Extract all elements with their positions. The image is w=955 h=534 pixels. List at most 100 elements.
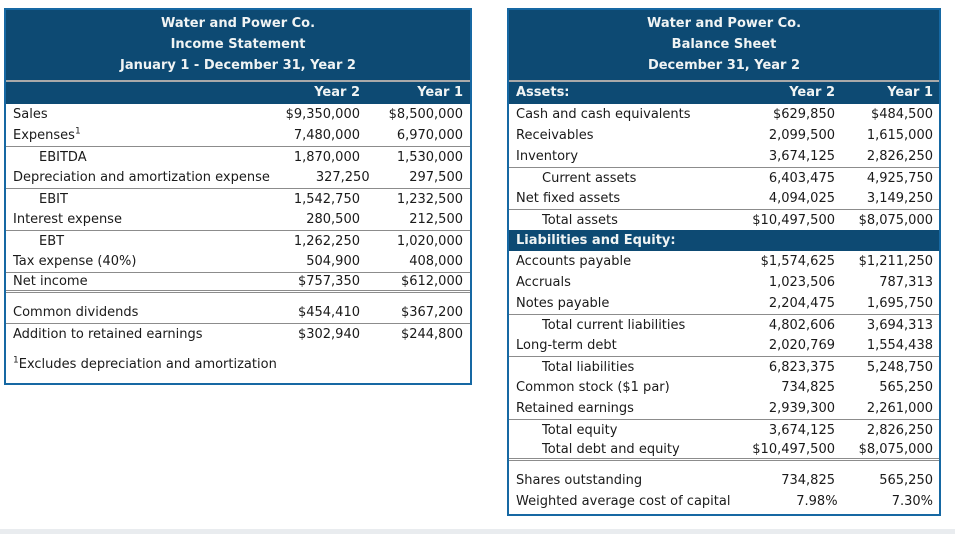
table-row: Cash and cash equivalents $629,850 $484,50… xyxy=(509,104,939,125)
table-row: Shares outstanding 734,825 565,250 xyxy=(509,470,939,491)
row-label: Current assets xyxy=(542,170,637,186)
row-label: Total liabilities xyxy=(542,359,635,375)
table-row: EBITDA 1,870,000 1,530,000 xyxy=(6,146,470,167)
value-year2: 734,825 xyxy=(781,473,835,488)
value-year2: 1,023,506 xyxy=(768,275,835,290)
table-row: Net fixed assets 4,094,025 3,149,250 xyxy=(509,188,939,209)
value-year1: 6,970,000 xyxy=(396,128,463,143)
table-row: Notes payable 2,204,475 1,695,750 xyxy=(509,293,939,314)
value-year2: $757,350 xyxy=(297,274,360,289)
table-row: Addition to retained earnings $302,940 $24… xyxy=(6,323,470,344)
value-year1: 408,000 xyxy=(409,254,463,269)
value-year1: 1,020,000 xyxy=(396,233,463,249)
value-year2: 7,480,000 xyxy=(293,128,360,143)
row-label: Expenses1 xyxy=(13,126,81,143)
value-year2: 4,094,025 xyxy=(768,191,835,206)
table-row: Retained earnings 2,939,300 2,261,000 xyxy=(509,398,939,419)
table-row: Receivables 2,099,500 1,615,000 xyxy=(509,125,939,146)
row-label: Net fixed assets xyxy=(516,191,621,206)
value-year2: $302,940 xyxy=(297,326,360,342)
row-label: Common stock ($1 par) xyxy=(516,380,670,395)
value-year1: 1,232,500 xyxy=(396,191,463,207)
table-row: Sales $9,350,000 $8,500,000 xyxy=(6,104,470,125)
table-row: Net income $757,350 $612,000 xyxy=(6,272,470,293)
balance-sheet-column-header: Assets: Year 2 Year 1 xyxy=(509,82,939,104)
table-row: Total equity 3,674,125 2,826,250 xyxy=(509,419,939,440)
value-year1: $8,075,000 xyxy=(858,212,933,228)
value-year1: 2,826,250 xyxy=(866,149,933,164)
value-year2: $454,410 xyxy=(297,305,360,320)
value-year2: 6,403,475 xyxy=(768,170,835,186)
value-year2: $1,574,625 xyxy=(760,254,835,269)
value-year1: 1,554,438 xyxy=(866,338,933,353)
table-row: Common dividends $454,410 $367,200 xyxy=(6,302,470,323)
value-year1: $8,075,000 xyxy=(858,441,933,457)
row-label: Total debt and equity xyxy=(542,441,680,457)
table-row: EBT 1,262,250 1,020,000 xyxy=(6,230,470,251)
table-row: Inventory 3,674,125 2,826,250 xyxy=(509,146,939,167)
value-year1: $367,200 xyxy=(400,305,463,320)
table-row: Accounts payable $1,574,625 $1,211,250 xyxy=(509,251,939,272)
row-label: Addition to retained earnings xyxy=(13,326,203,342)
value-year2: 1,262,250 xyxy=(293,233,360,249)
table-row: Long-term debt 2,020,769 1,554,438 xyxy=(509,335,939,356)
value-year1: $484,500 xyxy=(870,107,933,122)
value-year1: $244,800 xyxy=(400,326,463,342)
statement-title: Income Statement xyxy=(170,37,306,52)
footnote-text: Excludes depreciation and amortization xyxy=(18,357,277,372)
value-year1: 1,615,000 xyxy=(866,128,933,143)
column-header-year2: Year 2 xyxy=(314,85,360,100)
row-label: Receivables xyxy=(516,128,594,143)
row-label: Common dividends xyxy=(13,305,139,320)
row-label: Total assets xyxy=(542,212,618,228)
table-row: Total assets $10,497,500 $8,075,000 xyxy=(509,209,939,230)
income-statement-column-header: Year 2 Year 1 xyxy=(6,82,470,104)
value-year2: 3,674,125 xyxy=(768,149,835,164)
row-label: Total equity xyxy=(542,422,618,438)
company-name: Water and Power Co. xyxy=(646,16,802,31)
section-title: Liabilities and Equity: xyxy=(516,233,676,248)
row-label: Tax expense (40%) xyxy=(13,254,137,269)
table-row: Interest expense 280,500 212,500 xyxy=(6,209,470,230)
row-label: Notes payable xyxy=(516,296,610,311)
value-year2: $9,350,000 xyxy=(285,107,360,122)
statement-period: January 1 - December 31, Year 2 xyxy=(120,58,356,73)
row-label: Accounts payable xyxy=(516,254,632,269)
value-year2: 4,802,606 xyxy=(768,317,835,333)
value-year2: 7.98% xyxy=(796,494,838,509)
table-row: Expenses1 7,480,000 6,970,000 xyxy=(6,125,470,146)
value-year1: 1,530,000 xyxy=(396,149,463,165)
value-year2: 327,250 xyxy=(315,170,370,185)
value-year2: 1,870,000 xyxy=(293,149,360,165)
value-year2: 504,900 xyxy=(306,254,360,269)
table-row: Weighted average cost of capital 7.98% 7.3… xyxy=(509,491,939,512)
income-statement-footnote: 1Excludes depreciation and amortization xyxy=(6,354,470,383)
value-year1: 2,261,000 xyxy=(866,401,933,416)
footnote-marker: 1 xyxy=(13,355,19,366)
value-year1: $612,000 xyxy=(400,274,463,289)
value-year2: 2,099,500 xyxy=(768,128,835,143)
value-year1: 3,694,313 xyxy=(866,317,933,333)
value-year1: 787,313 xyxy=(879,275,933,290)
column-header-assets-label: Assets: xyxy=(516,85,570,100)
table-row: Total debt and equity $10,497,500 $8,075,0… xyxy=(509,440,939,461)
balance-sheet-header: Water and Power Co. Balance Sheet Decemb… xyxy=(509,10,939,82)
row-label: Interest expense xyxy=(13,212,122,227)
row-label: EBITDA xyxy=(39,149,87,165)
column-header-year1: Year 1 xyxy=(887,85,933,100)
row-label: Depreciation and amortization expense xyxy=(13,170,270,185)
row-label: EBT xyxy=(39,233,65,249)
value-year2: $10,497,500 xyxy=(752,441,835,457)
value-year2: 2,204,475 xyxy=(768,296,835,311)
row-label: Sales xyxy=(13,107,48,122)
value-year1: 1,695,750 xyxy=(866,296,933,311)
value-year2: 6,823,375 xyxy=(768,359,835,375)
value-year1: 5,248,750 xyxy=(866,359,933,375)
value-year2: $629,850 xyxy=(772,107,835,122)
column-header-year2: Year 2 xyxy=(789,85,835,100)
row-label: Weighted average cost of capital xyxy=(516,494,731,509)
value-year1: 2,826,250 xyxy=(866,422,933,438)
row-label: Total current liabilities xyxy=(542,317,686,333)
value-year2: 1,542,750 xyxy=(293,191,360,207)
balance-sheet-rows: Cash and cash equivalents $629,850 $484,50… xyxy=(509,104,939,514)
